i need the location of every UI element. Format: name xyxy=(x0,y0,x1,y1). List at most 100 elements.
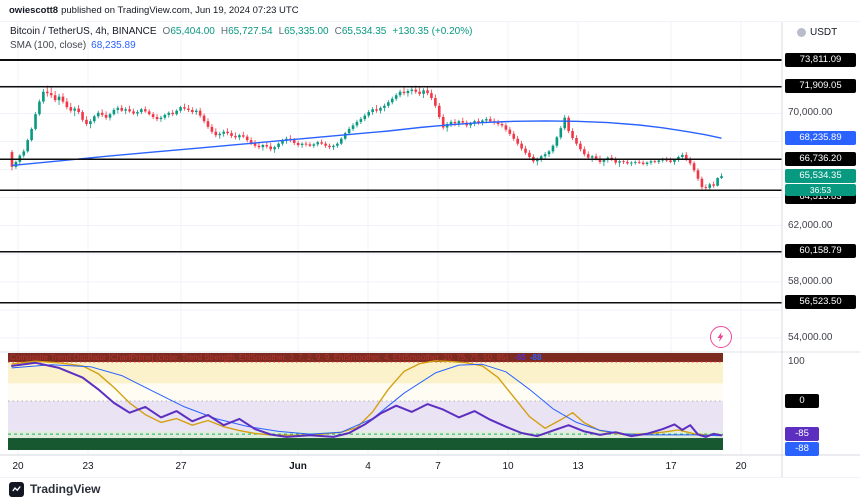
candle-body xyxy=(339,138,343,144)
candle-body xyxy=(716,177,719,186)
boost-button[interactable] xyxy=(710,326,732,348)
quote-currency[interactable]: USDT xyxy=(797,27,837,38)
candle-body xyxy=(445,124,449,128)
oscillator-band xyxy=(8,431,723,439)
candle-body xyxy=(473,121,476,124)
candle-body xyxy=(324,143,327,146)
ohlc-close-label: C xyxy=(334,26,342,37)
candle-body xyxy=(430,93,433,99)
candle-body xyxy=(712,184,715,186)
candle-body xyxy=(316,142,320,145)
symbol-title: Bitcoin / TetherUS, 4h, BINANCE xyxy=(10,26,157,37)
lightning-icon xyxy=(717,332,724,342)
candle-body xyxy=(696,170,700,179)
candle-body xyxy=(277,143,280,148)
candle-body xyxy=(539,156,543,160)
candle-body xyxy=(394,95,398,99)
candle-body xyxy=(281,140,284,144)
candle-body xyxy=(367,112,371,116)
candle-body xyxy=(681,154,684,157)
candle-body xyxy=(355,121,359,126)
candle-body xyxy=(336,143,339,146)
candle-body xyxy=(504,125,508,130)
candle-body xyxy=(571,131,574,139)
candle-body xyxy=(461,121,465,123)
candle-body xyxy=(198,110,202,116)
candle-body xyxy=(210,126,214,132)
candle-body xyxy=(637,161,641,163)
candle-body xyxy=(93,116,96,122)
candle-body xyxy=(128,109,131,112)
candle-body xyxy=(304,143,308,145)
candle-body xyxy=(610,157,614,160)
footer-bar: TradingView xyxy=(0,477,860,500)
candle-body xyxy=(226,131,229,134)
attribution-username: owiescott8 xyxy=(9,5,59,16)
tradingview-logo[interactable] xyxy=(9,481,24,497)
candle-body xyxy=(567,117,570,132)
candle-body xyxy=(124,109,127,111)
candle-body xyxy=(410,89,414,92)
candle-body xyxy=(183,107,186,109)
candle-body xyxy=(171,112,175,115)
candle-body xyxy=(155,116,159,120)
candle-body xyxy=(453,121,457,124)
candle-body xyxy=(73,108,77,111)
candle-body xyxy=(151,114,155,117)
candle-body xyxy=(704,187,708,189)
candle-body xyxy=(594,156,598,159)
candle-body xyxy=(579,143,582,150)
oscillator-value: -85 xyxy=(514,353,526,362)
candle-body xyxy=(234,135,237,138)
candle-body xyxy=(230,133,233,136)
candle-body xyxy=(633,161,637,163)
candle-body xyxy=(57,96,61,101)
candle-body xyxy=(269,146,273,150)
sma-legend: SMA (100, close) 68,235.89 xyxy=(10,40,136,51)
candle-body xyxy=(379,107,382,111)
oscillator-band xyxy=(8,362,723,384)
candle-body xyxy=(85,119,88,125)
candle-body xyxy=(312,144,316,146)
candle-body xyxy=(402,91,406,94)
candle-body xyxy=(179,107,182,111)
candle-body xyxy=(422,90,425,94)
ohlc-low-value: 65,335.00 xyxy=(284,26,329,37)
candle-body xyxy=(45,91,49,94)
ohlc-open-value: 65,404.00 xyxy=(170,26,215,37)
candle-body xyxy=(296,142,300,146)
sma-label: SMA (100, close) xyxy=(10,40,87,51)
candle-body xyxy=(449,121,453,125)
candle-body xyxy=(383,105,386,108)
symbol-header: Bitcoin / TetherUS, 4h, BINANCE O65,404.0… xyxy=(10,26,472,37)
candle-body xyxy=(481,120,484,123)
candle-body xyxy=(434,98,437,106)
candle-body xyxy=(351,125,355,129)
candle-body xyxy=(371,109,374,113)
ohlc-high-value: 65,727.54 xyxy=(228,26,273,37)
candle-body xyxy=(112,109,116,115)
footer-brand[interactable]: TradingView xyxy=(30,482,101,496)
oscillator-series xyxy=(11,361,723,438)
candle-body xyxy=(261,145,265,148)
candle-body xyxy=(245,136,249,141)
candle-body xyxy=(508,129,512,134)
candle-body xyxy=(496,122,500,125)
candle-body xyxy=(485,119,488,121)
candle-body xyxy=(708,184,712,188)
candle-body xyxy=(104,114,108,118)
currency-icon xyxy=(797,28,806,37)
attribution-text: published on TradingView.com, Jun 19, 20… xyxy=(61,5,299,16)
candle-body xyxy=(598,158,602,162)
candle-body xyxy=(194,110,198,113)
candle-body xyxy=(22,151,26,156)
candle-body xyxy=(38,101,41,115)
price-change: +130.35 (+0.20%) xyxy=(392,26,473,37)
candle-body xyxy=(559,128,563,138)
candle-body xyxy=(136,112,139,114)
candle-body xyxy=(684,154,688,160)
candle-body xyxy=(414,89,418,92)
candle-body xyxy=(42,91,45,102)
candle-body xyxy=(418,91,421,94)
